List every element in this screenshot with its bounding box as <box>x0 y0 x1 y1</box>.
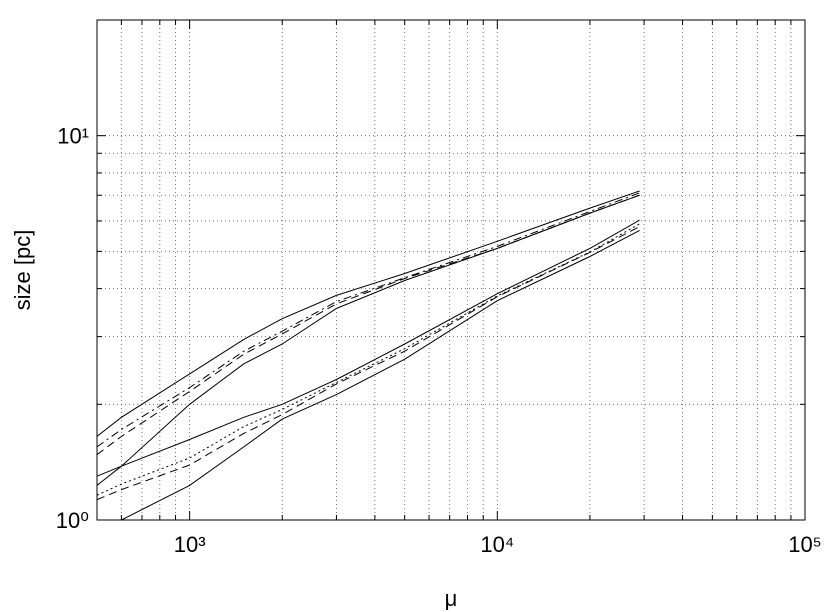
series-line <box>96 194 640 456</box>
x-axis-label: μ <box>445 586 458 611</box>
y-tick-label: 10⁰ <box>56 508 89 533</box>
series-line <box>96 219 640 477</box>
x-tick-label: 10³ <box>174 532 206 557</box>
plot-frame <box>96 19 806 521</box>
y-tick-label: 10¹ <box>57 124 89 149</box>
series-line <box>121 229 640 521</box>
series-line <box>96 192 640 448</box>
y-axis-label: size [pc] <box>10 230 35 311</box>
series-line <box>96 226 640 501</box>
x-tick-label: 10⁵ <box>788 532 822 557</box>
series-line <box>96 194 640 486</box>
series-line <box>96 190 640 437</box>
x-tick-label: 10⁴ <box>480 532 514 557</box>
